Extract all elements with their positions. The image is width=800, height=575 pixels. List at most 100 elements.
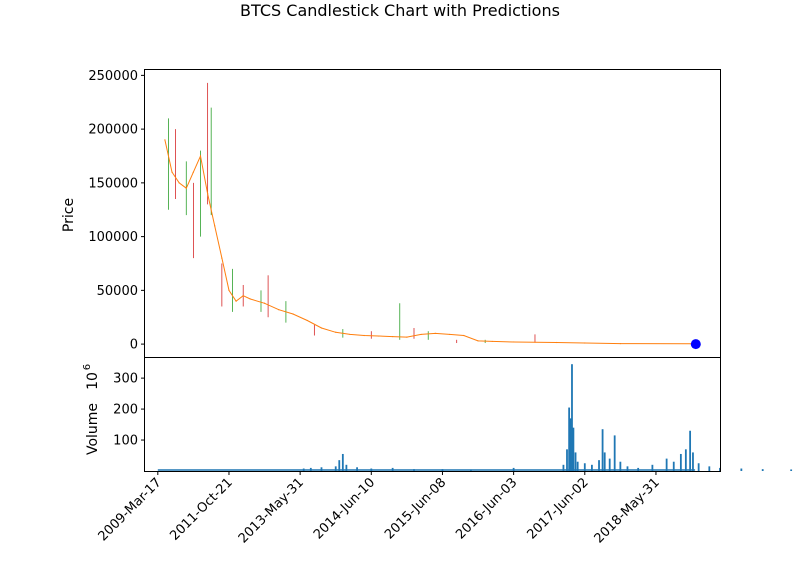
volume-bar-3 [334, 466, 337, 471]
price-point-10 [235, 300, 237, 302]
volume-bar-29 [619, 461, 622, 471]
prediction-point-0 [690, 339, 701, 350]
price-point-11 [242, 295, 244, 297]
volume-bar-28 [613, 435, 616, 471]
volume-bar-8 [370, 468, 373, 471]
volume-bar-39 [697, 463, 700, 471]
price-point-34 [619, 342, 621, 345]
volume-bar-30 [626, 466, 629, 471]
volume-bar-27 [608, 458, 611, 471]
x-tick-label-6: 2017-Jun-02 [524, 475, 591, 542]
volume-unit-exponent: 6 [82, 364, 93, 370]
price-ytick-label-0: 0 [130, 338, 138, 353]
volume-bar-0 [302, 468, 305, 471]
volume-bar-36 [684, 449, 687, 471]
volume-bar-26 [603, 452, 606, 471]
price-point-8 [221, 257, 223, 259]
price-panel-frame [144, 69, 721, 358]
volume-bar-1 [309, 467, 312, 471]
volume-bar-22 [583, 463, 586, 471]
volume-bar-12 [470, 469, 472, 471]
x-axis: 2009-Mar-17 2011-Oct-21 2013-May-31 2014-Ju… [96, 471, 663, 546]
price-point-26 [448, 333, 451, 336]
volume-panel: 100 200 300 Volume 10 6 [82, 357, 793, 472]
price-point-0 [164, 139, 166, 141]
volume-ylabel: Volume [85, 403, 101, 455]
volume-bar-21 [576, 461, 579, 471]
price-point-31 [534, 341, 536, 343]
volume-bar-33 [665, 458, 668, 471]
x-tick-label-0: 2009-Mar-17 [96, 475, 165, 544]
price-ytick-label-1: 50000 [97, 284, 138, 299]
volume-ytick-label-1: 200 [113, 403, 138, 418]
price-ytick-label-2: 100000 [88, 230, 138, 245]
price-point-33 [584, 342, 586, 344]
volume-ytick-label-2: 300 [113, 372, 138, 387]
volume-bar-13 [512, 467, 515, 471]
price-point-32 [555, 341, 557, 344]
x-tick-label-1: 2011-Oct-21 [167, 475, 235, 543]
price-point-2 [178, 182, 180, 184]
price-point-20 [363, 334, 365, 337]
volume-bar-11 [441, 469, 444, 471]
price-series-line-0 [164, 139, 692, 345]
x-tick-label-4: 2015-Jun-08 [382, 475, 449, 542]
price-ylabel: Price [61, 198, 77, 232]
x-tick-label-2: 2013-May-31 [236, 475, 307, 546]
price-point-4 [192, 171, 194, 173]
volume-bar-7 [356, 467, 358, 471]
price-panel: 0 50000 100000 150000 200000 250000 Price [61, 69, 721, 358]
price-point-12 [249, 298, 251, 300]
volume-bar-37 [689, 430, 692, 471]
volume-bar-24 [598, 460, 600, 471]
price-point-28 [477, 340, 479, 342]
volume-bar-40 [708, 466, 711, 471]
x-tick-label-7: 2018-May-31 [592, 475, 663, 546]
volume-bar-44 [790, 469, 793, 471]
price-ytick-label-3: 150000 [88, 176, 138, 191]
volume-bar-4 [338, 460, 341, 471]
price-ytick-label-4: 200000 [88, 123, 138, 138]
price-point-6 [207, 193, 209, 195]
x-tick-label-5: 2016-Jun-03 [453, 475, 520, 542]
volume-bar-19 [572, 427, 575, 471]
price-point-24 [420, 333, 422, 336]
price-point-13 [263, 302, 266, 304]
volume-bar-25 [601, 429, 604, 471]
price-point-9 [228, 289, 230, 291]
volume-bar-16 [568, 407, 571, 471]
price-point-29 [491, 340, 493, 343]
price-point-16 [306, 319, 308, 322]
price-point-21 [377, 335, 380, 337]
price-point-23 [406, 336, 408, 338]
price-point-25 [434, 332, 436, 334]
volume-bar-6 [345, 464, 348, 471]
price-point-27 [463, 334, 465, 337]
volume-bar-5 [341, 453, 344, 471]
volume-bar-17 [569, 418, 572, 471]
volume-bar-18 [571, 364, 573, 471]
price-point-14 [278, 309, 280, 311]
volume-unit: 10 [85, 372, 101, 390]
volume-bar-34 [672, 461, 675, 471]
price-point-22 [392, 335, 394, 338]
volume-bar-23 [591, 464, 593, 471]
volume-panel-frame [144, 357, 721, 472]
volume-bar-43 [761, 469, 764, 471]
volume-bar-31 [637, 467, 640, 471]
price-ytick-label-5: 250000 [88, 69, 138, 84]
price-point-17 [320, 327, 323, 329]
x-tick-label-3: 2014-Jun-10 [311, 475, 378, 542]
volume-bar-10 [413, 469, 415, 471]
volume-bar-9 [391, 467, 394, 471]
price-point-18 [335, 331, 337, 333]
price-point-30 [513, 341, 515, 343]
volume-bar-42 [740, 468, 743, 471]
volume-bar-38 [692, 452, 694, 471]
price-point-5 [199, 155, 202, 157]
price-point-15 [292, 313, 294, 315]
volume-bar-15 [566, 449, 568, 471]
chart-title: BTCS Candlestick Chart with Predictions [240, 1, 560, 20]
price-point-7 [214, 225, 216, 227]
